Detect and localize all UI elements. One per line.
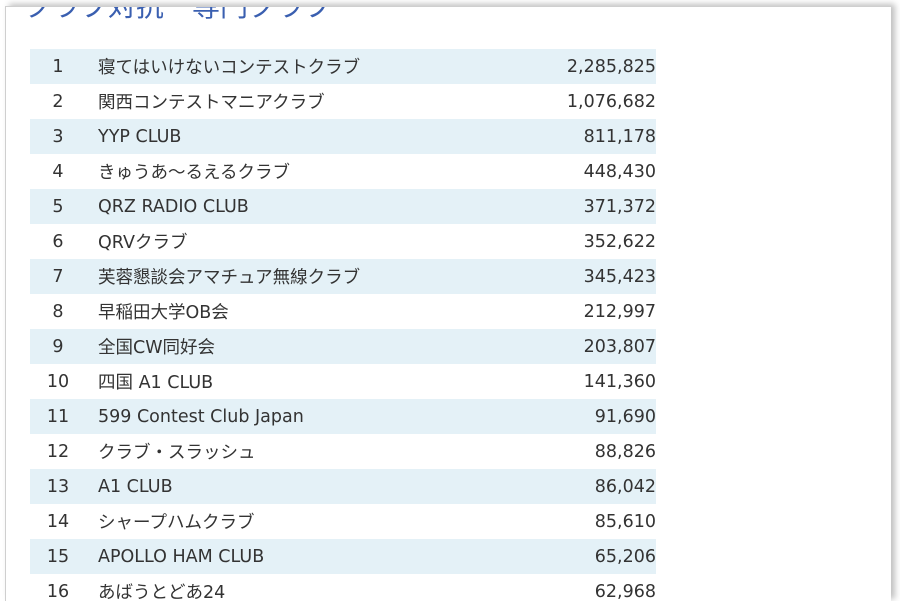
club-name-cell: あばうとどあ24 [86,574,518,601]
table-row: 8 早稲田大学OB会 212,997 [30,294,656,329]
score-cell: 65,206 [518,539,656,574]
table-row: 11 599 Contest Club Japan 91,690 [30,399,656,434]
rank-cell: 6 [30,224,86,259]
table-row: 13 A1 CLUB 86,042 [30,469,656,504]
rank-cell: 10 [30,364,86,399]
table-row: 5 QRZ RADIO CLUB 371,372 [30,189,656,224]
club-name-cell: APOLLO HAM CLUB [86,539,518,574]
club-name-cell: 寝てはいけないコンテストクラブ [86,49,518,84]
score-cell: 88,826 [518,434,656,469]
club-name-cell: 四国 A1 CLUB [86,364,518,399]
table-row: 4 きゅうあ～るえるクラブ 448,430 [30,154,656,189]
table-row: 10 四国 A1 CLUB 141,360 [30,364,656,399]
table-row: 1 寝てはいけないコンテストクラブ 2,285,825 [30,49,656,84]
score-cell: 85,610 [518,504,656,539]
club-name-cell: シャープハムクラブ [86,504,518,539]
table-row: 7 芙蓉懇談会アマチュア無線クラブ 345,423 [30,259,656,294]
ranking-panel: クラブ対抗 専門クラブ 1 寝てはいけないコンテストクラブ 2,285,825 2 関西… [5,6,891,601]
club-name-cell: 早稲田大学OB会 [86,294,518,329]
score-cell: 345,423 [518,259,656,294]
rank-cell: 7 [30,259,86,294]
score-cell: 91,690 [518,399,656,434]
score-cell: 448,430 [518,154,656,189]
club-name-cell: 芙蓉懇談会アマチュア無線クラブ [86,259,518,294]
club-name-cell: A1 CLUB [86,469,518,504]
table-row: 9 全国CW同好会 203,807 [30,329,656,364]
rank-cell: 8 [30,294,86,329]
rank-cell: 14 [30,504,86,539]
rank-cell: 5 [30,189,86,224]
rank-cell: 1 [30,49,86,84]
rank-cell: 3 [30,119,86,154]
club-name-cell: YYP CLUB [86,119,518,154]
table-row: 12 クラブ・スラッシュ 88,826 [30,434,656,469]
club-name-cell: 関西コンテストマニアクラブ [86,84,518,119]
table-row: 15 APOLLO HAM CLUB 65,206 [30,539,656,574]
table-row: 6 QRVクラブ 352,622 [30,224,656,259]
table-row: 14 シャープハムクラブ 85,610 [30,504,656,539]
table-row: 16 あばうとどあ24 62,968 [30,574,656,601]
table-row: 3 YYP CLUB 811,178 [30,119,656,154]
ranking-table: 1 寝てはいけないコンテストクラブ 2,285,825 2 関西コンテストマニアクラブ 1… [30,49,656,601]
club-name-cell: きゅうあ～るえるクラブ [86,154,518,189]
rank-cell: 2 [30,84,86,119]
score-cell: 811,178 [518,119,656,154]
club-name-cell: QRZ RADIO CLUB [86,189,518,224]
rank-cell: 4 [30,154,86,189]
page-title: クラブ対抗 専門クラブ [24,6,333,23]
rank-cell: 9 [30,329,86,364]
club-name-cell: 599 Contest Club Japan [86,399,518,434]
rank-cell: 16 [30,574,86,601]
club-name-cell: クラブ・スラッシュ [86,434,518,469]
score-cell: 212,997 [518,294,656,329]
score-cell: 141,360 [518,364,656,399]
rank-cell: 12 [30,434,86,469]
ranking-table-body: 1 寝てはいけないコンテストクラブ 2,285,825 2 関西コンテストマニアクラブ 1… [30,49,656,601]
rank-cell: 13 [30,469,86,504]
score-cell: 62,968 [518,574,656,601]
club-name-cell: QRVクラブ [86,224,518,259]
score-cell: 371,372 [518,189,656,224]
table-row: 2 関西コンテストマニアクラブ 1,076,682 [30,84,656,119]
score-cell: 203,807 [518,329,656,364]
rank-cell: 15 [30,539,86,574]
score-cell: 352,622 [518,224,656,259]
rank-cell: 11 [30,399,86,434]
score-cell: 2,285,825 [518,49,656,84]
score-cell: 86,042 [518,469,656,504]
score-cell: 1,076,682 [518,84,656,119]
club-name-cell: 全国CW同好会 [86,329,518,364]
